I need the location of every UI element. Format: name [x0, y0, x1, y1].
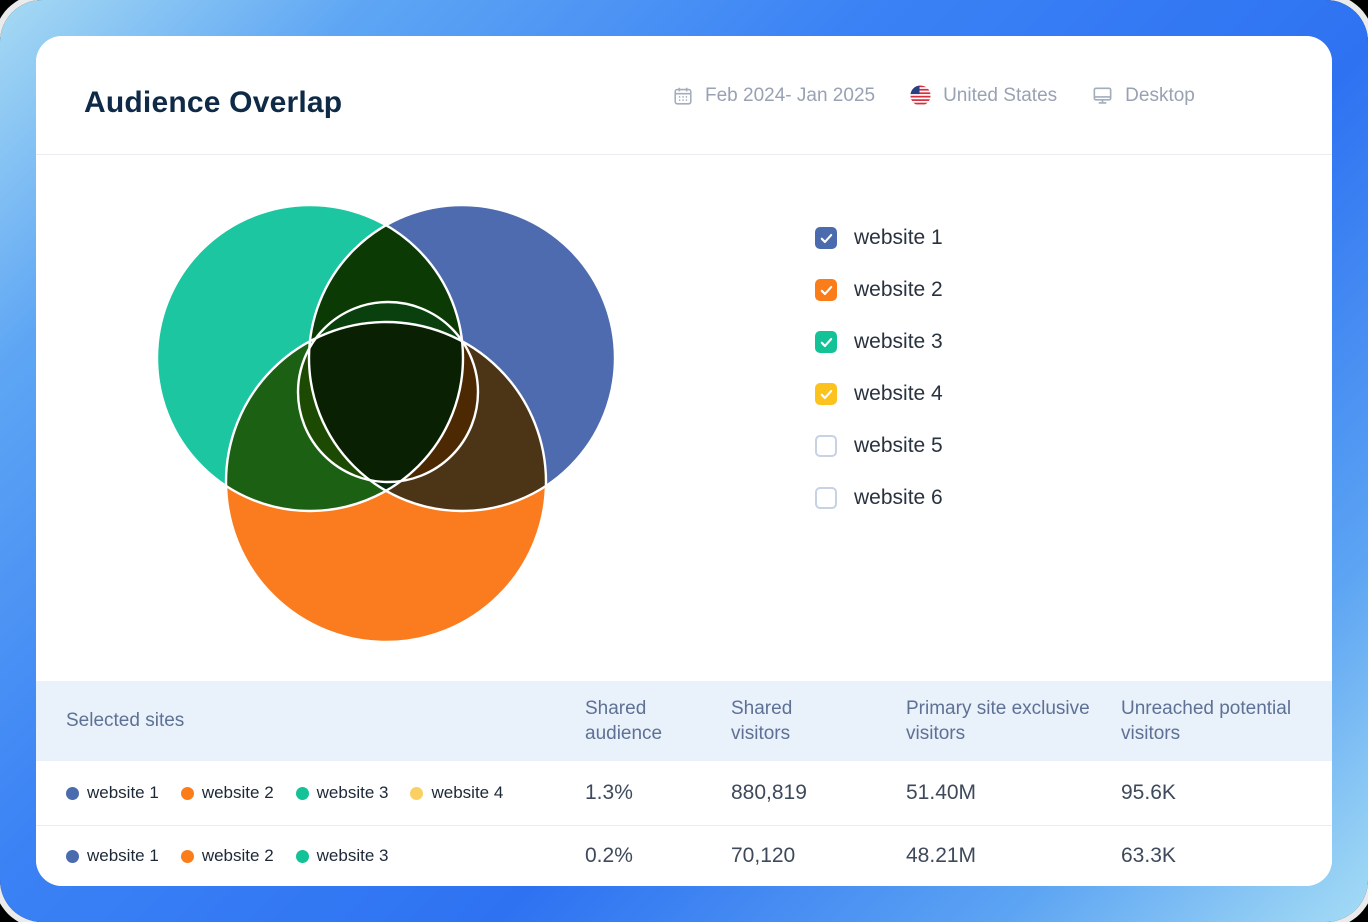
column-header-selected-sites: Selected sites — [66, 710, 185, 732]
selected-sites-cell: website 1 website 2 website 3 website 4 — [66, 761, 503, 825]
site-legend: website 1 website 2 website 3 website 4 webs… — [815, 226, 943, 509]
cell-shared-visitors: 880,819 — [731, 781, 807, 804]
legend-label: website 5 — [854, 434, 943, 457]
site-label: website 4 — [431, 783, 504, 802]
site-chip-website-3: website 3 — [295, 783, 389, 803]
country-selector[interactable]: United States — [909, 84, 1057, 107]
site-chip-website-2: website 2 — [180, 846, 274, 866]
site-dot — [180, 786, 194, 800]
site-label: website 2 — [201, 783, 274, 802]
legend-item-website-1[interactable]: website 1 — [815, 226, 943, 249]
column-header-shared-visitors: Shared visitors — [731, 697, 793, 744]
selected-sites-cell: website 1 website 2 website 3 — [66, 826, 388, 886]
country-label: United States — [943, 84, 1058, 106]
table-row: website 1 website 2 website 3 website 4 1.3%… — [36, 761, 1332, 825]
site-dot — [180, 849, 194, 863]
site-chip-website-2: website 2 — [180, 783, 274, 803]
legend-item-website-3[interactable]: website 3 — [815, 330, 943, 353]
legend-label: website 2 — [854, 278, 943, 301]
audience-overlap-card: Audience Overlap Feb 2024- Jan 2025 — [36, 36, 1332, 886]
checkbox-website-1[interactable] — [815, 227, 837, 249]
column-header-primary-site-exclusive-visitors: Primary site exclusive visitors — [906, 697, 1090, 744]
table-header: Selected sites Shared audience Shared vi… — [36, 681, 1332, 761]
venn-outlines — [155, 203, 617, 644]
checkbox-website-6[interactable] — [815, 487, 837, 509]
cell-primary-site-exclusive-visitors: 51.40M — [906, 781, 977, 804]
site-label: website 1 — [87, 846, 159, 865]
legend-label: website 3 — [854, 330, 943, 353]
site-chip-website-3: website 3 — [295, 846, 389, 866]
site-label: website 1 — [87, 783, 159, 802]
calendar-icon — [674, 87, 692, 105]
card-header: Audience Overlap Feb 2024- Jan 2025 — [36, 36, 1332, 155]
legend-label: website 4 — [854, 382, 943, 405]
site-chip-website-4: website 4 — [410, 783, 503, 803]
checkbox-website-2[interactable] — [815, 279, 837, 301]
check-icon — [820, 337, 832, 347]
venn-diagram — [155, 203, 617, 644]
checkbox-website-5[interactable] — [815, 435, 837, 457]
legend-item-website-4[interactable]: website 4 — [815, 382, 943, 405]
device-selector[interactable]: Desktop — [1091, 84, 1195, 107]
cell-shared-audience: 0.2% — [585, 844, 633, 867]
cell-shared-visitors: 70,120 — [731, 844, 796, 867]
desktop-icon — [1093, 87, 1112, 104]
site-dot — [66, 786, 79, 800]
site-dot — [295, 786, 309, 800]
legend-item-website-2[interactable]: website 2 — [815, 278, 943, 301]
column-header-unreached-potential-visitors: Unreached potential visitors — [1121, 697, 1292, 744]
table-row: website 1 website 2 website 3 0.2% 70,120 48.… — [36, 825, 1332, 886]
cell-unreached-potential-visitors: 63.3K — [1121, 844, 1176, 867]
checkbox-website-3[interactable] — [815, 331, 837, 353]
check-icon — [820, 233, 832, 243]
site-label: website 3 — [316, 783, 389, 802]
site-label: website 2 — [201, 846, 274, 865]
checkbox-website-4[interactable] — [815, 383, 837, 405]
legend-label: website 1 — [854, 226, 943, 249]
page-title: Audience Overlap — [84, 86, 343, 119]
date-range-label: Feb 2024- Jan 2025 — [705, 84, 876, 106]
site-chip-website-1: website 1 — [66, 846, 159, 866]
report-filters: Feb 2024- Jan 2025 — [672, 36, 1195, 155]
legend-item-website-5[interactable]: website 5 — [815, 434, 943, 457]
cell-unreached-potential-visitors: 95.6K — [1121, 781, 1176, 804]
legend-item-website-6[interactable]: website 6 — [815, 486, 943, 509]
site-label: website 3 — [316, 846, 389, 865]
date-range-selector[interactable]: Feb 2024- Jan 2025 — [672, 85, 875, 107]
legend-label: website 6 — [854, 486, 943, 509]
cell-shared-audience: 1.3% — [585, 781, 633, 804]
site-dot — [410, 786, 424, 800]
site-dot — [295, 849, 309, 863]
overlap-table: Selected sites Shared audience Shared vi… — [36, 681, 1332, 886]
device-label: Desktop — [1125, 84, 1195, 106]
us-flag-icon — [910, 85, 931, 106]
check-icon — [820, 389, 832, 399]
site-chip-website-1: website 1 — [66, 783, 159, 803]
cell-primary-site-exclusive-visitors: 48.21M — [906, 844, 977, 867]
check-icon — [820, 285, 832, 295]
column-header-shared-audience: Shared audience — [585, 697, 663, 744]
site-dot — [66, 849, 79, 863]
